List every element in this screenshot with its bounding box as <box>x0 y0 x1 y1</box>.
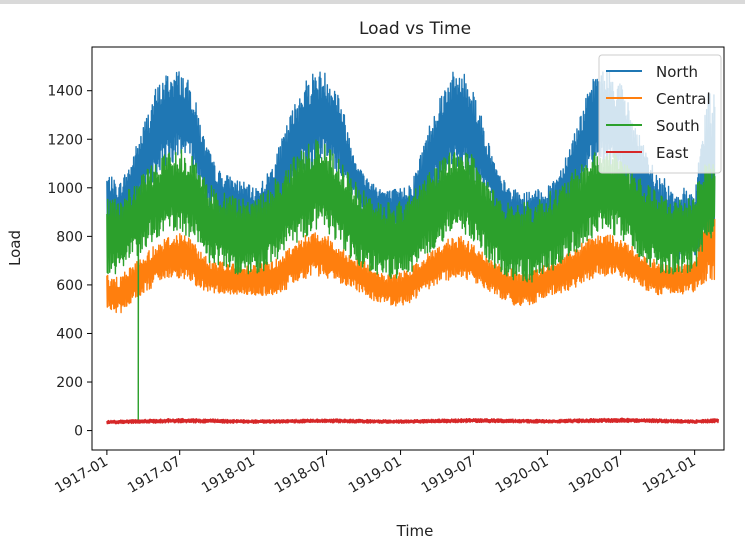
y-tick-label: 1000 <box>47 181 83 197</box>
series-line-central <box>106 218 716 314</box>
y-tick-label: 1200 <box>47 132 83 148</box>
y-tick-label: 1400 <box>47 84 83 100</box>
legend-label-north: North <box>656 63 698 81</box>
plot-frame <box>91 46 725 451</box>
y-tick-label: 400 <box>56 326 83 342</box>
legend-label-south: South <box>656 117 700 135</box>
y-axis-label: Load <box>6 230 24 266</box>
x-tick-label: 1919-01 <box>346 454 405 497</box>
x-axis-label: Time <box>396 522 434 540</box>
series-line-east <box>106 417 720 425</box>
chart-title: Load vs Time <box>359 19 471 39</box>
y-tick-label: 600 <box>56 278 83 294</box>
legend-box <box>598 54 722 174</box>
x-tick-label: 1918-07 <box>272 454 331 497</box>
legend: North Central South East <box>598 54 722 174</box>
x-tick-label: 1917-07 <box>125 454 184 497</box>
legend-label-east: East <box>656 144 688 162</box>
x-tick-label: 1920-07 <box>566 454 625 497</box>
x-tick-label: 1921-01 <box>640 454 699 497</box>
x-tick-label: 1918-01 <box>199 454 258 497</box>
series-line-south <box>106 139 716 422</box>
x-tick-label: 1919-07 <box>419 454 478 497</box>
x-tick-label: 1917-01 <box>52 454 111 497</box>
x-tick-label: 1920-01 <box>493 454 552 497</box>
y-tick-label: 200 <box>56 375 83 391</box>
y-tick-label: 0 <box>74 424 83 440</box>
window-top-border <box>0 0 745 4</box>
y-tick-label: 800 <box>56 229 83 245</box>
legend-label-central: Central <box>656 90 711 108</box>
